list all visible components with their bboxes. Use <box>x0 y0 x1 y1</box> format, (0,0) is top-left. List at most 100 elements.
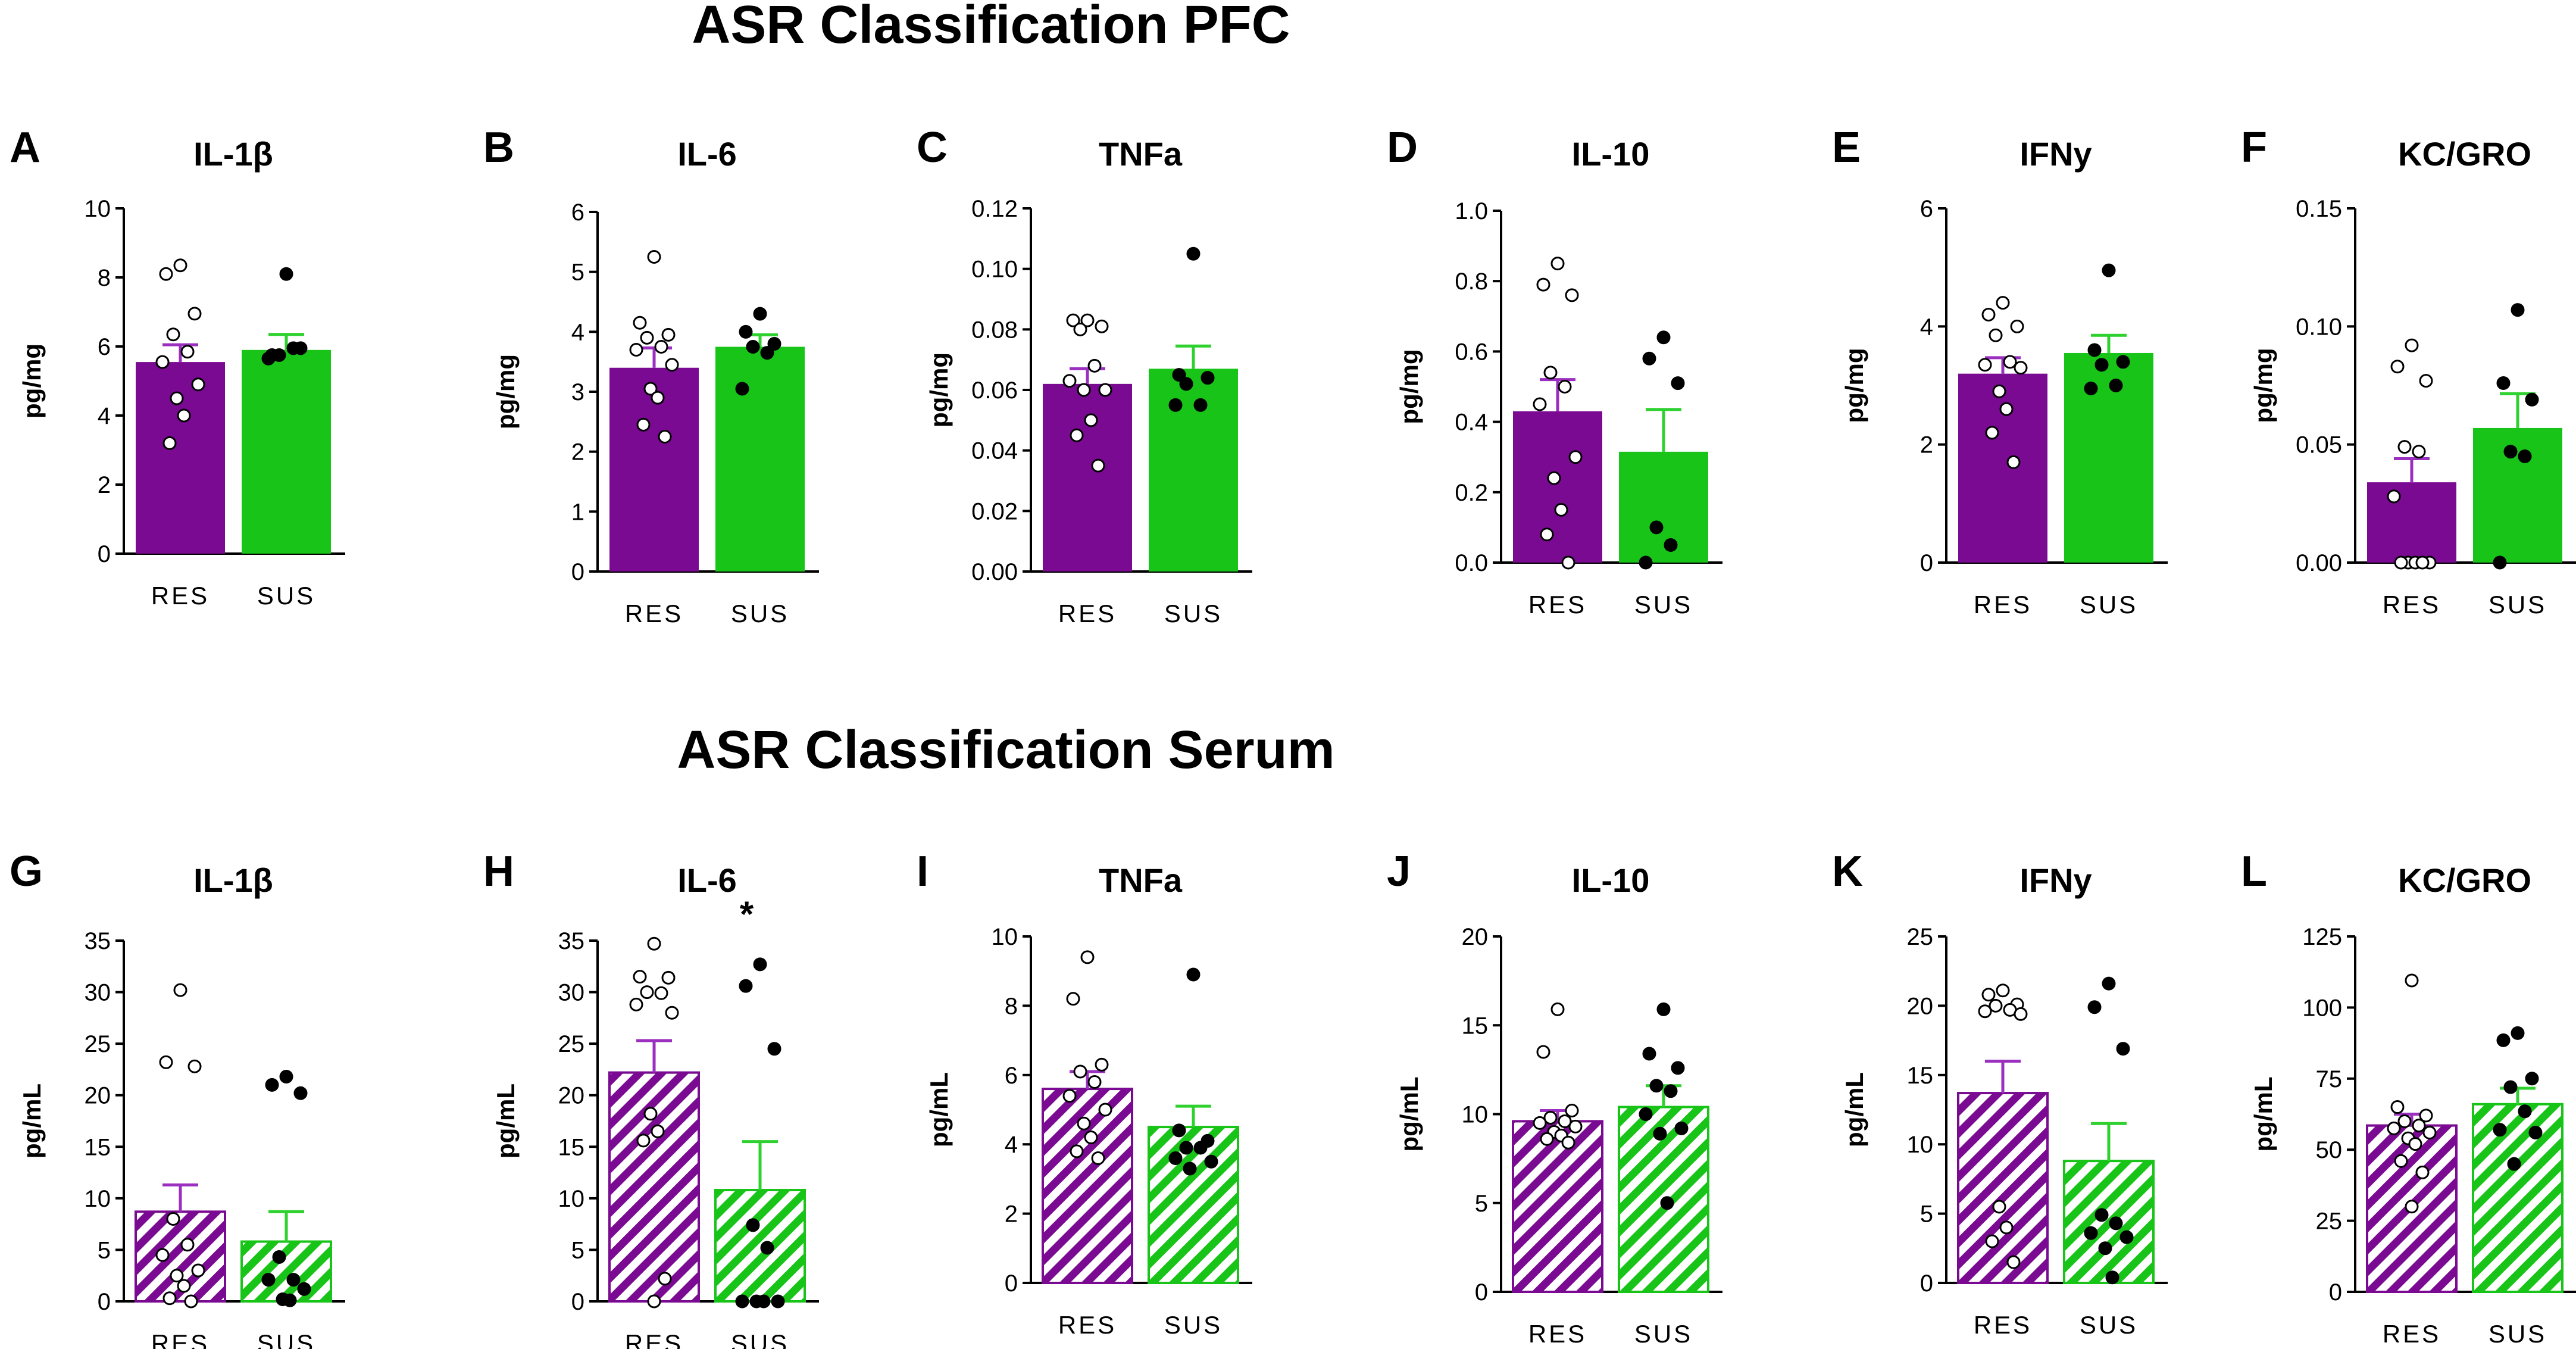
panel-c-point-sus <box>1186 246 1201 261</box>
panel-f-point-res <box>2387 489 2401 504</box>
panel-d-point-sus <box>1649 520 1664 535</box>
panel-d-ytick-label: 0.8 <box>1455 268 1488 295</box>
panel-d-bar-sus <box>1619 451 1708 563</box>
panel-k-point-sus <box>2098 1241 2112 1256</box>
panel-j-ytick-label: 15 <box>1462 1013 1489 1039</box>
panel-a-title: IL-1β <box>193 135 273 173</box>
panel-i-point-sus <box>1183 1161 1197 1176</box>
panel-h-point-res <box>629 997 643 1011</box>
panel-h-point-res <box>647 1294 661 1309</box>
panel-b-point-res <box>651 391 665 405</box>
panel-d-point-res <box>1533 397 1547 411</box>
panel-c-ylabel: pg/mg <box>925 352 953 427</box>
panel-l-ytick-label: 75 <box>2316 1066 2343 1092</box>
panel-j-point-sus <box>1642 1047 1656 1061</box>
panel-g-point-res <box>191 1263 205 1278</box>
panel-h-point-res <box>651 1124 665 1138</box>
panel-j-point-sus <box>1653 1126 1667 1141</box>
panel-e-point-sus <box>2084 381 2098 395</box>
panel-a-ytick-label: 2 <box>98 472 111 498</box>
panel-j-letter: J <box>1387 848 1411 895</box>
panel-g-point-sus <box>272 1250 286 1264</box>
panel-b-point-sus <box>735 382 749 396</box>
panel-d-point-res <box>1554 502 1568 517</box>
panel-d: D IL-10 pg/mg 0.0 0.2 0.4 0.6 0.8 1.0 RES SUS <box>1387 124 1722 619</box>
panel-f: F KC/GRO pg/mg 0.00 0.05 0.10 0.15 RES SUS <box>2241 124 2576 619</box>
panel-b-point-res <box>636 417 651 432</box>
panel-d-point-res <box>1543 366 1558 380</box>
panel-k-point-res <box>1989 998 2003 1013</box>
panel-h-point-res <box>640 985 654 1000</box>
panel-g-point-res <box>180 1238 195 1252</box>
panel-d-point-sus <box>1664 538 1678 552</box>
panel-h-title: IL-6 <box>677 861 737 899</box>
panel-d-bar-res <box>1513 411 1602 563</box>
panel-e-point-sus <box>2087 343 2102 357</box>
panel-h-ytick-label: 20 <box>558 1083 585 1109</box>
panel-b-point-res <box>658 430 672 444</box>
panel-k-ytick-label: 20 <box>1907 993 1934 1019</box>
panel-f-point-res <box>2397 440 2412 454</box>
panel-c-point-sus <box>1168 398 1183 412</box>
panel-h-point-sus <box>767 1042 781 1056</box>
panel-l-point-res <box>2412 1119 2426 1133</box>
panel-j-point-sus <box>1664 1084 1678 1098</box>
panel-d-ytick-label: 0.0 <box>1455 550 1488 576</box>
panel-j-point-sus <box>1660 1196 1674 1210</box>
panel-b-ytick-label: 1 <box>571 499 584 525</box>
panel-h-point-sus <box>771 1294 785 1309</box>
panel-e-xlabel-res: RES <box>1974 591 2032 619</box>
panel-b-ytick-label: 2 <box>571 439 584 466</box>
panel-h-point-sus <box>746 1218 760 1232</box>
panel-i-ytick-label: 4 <box>1005 1132 1018 1158</box>
panel-g-point-sus <box>293 1086 308 1100</box>
panel-l-point-res <box>2405 973 2419 988</box>
panel-b-point-res <box>629 343 643 357</box>
panel-b-ytick-label: 6 <box>571 199 584 226</box>
panel-k-point-res <box>1981 988 1996 1002</box>
panel-g-ylabel: pg/mL <box>18 1083 46 1158</box>
panel-b-point-res <box>640 330 654 345</box>
panel-e-point-res <box>1978 358 1992 372</box>
panel-c-point-res <box>1062 374 1077 388</box>
panel-k-bar-sus <box>2063 1160 2155 1284</box>
panel-a-bar-sus <box>242 349 331 554</box>
panel-b-point-sus <box>767 336 781 351</box>
panel-i-point-res <box>1087 1075 1102 1089</box>
panel-d-point-res <box>1547 471 1561 485</box>
panel-h-ytick-label: 15 <box>558 1134 585 1160</box>
panel-f-point-sus <box>2493 555 2507 570</box>
panel-f-point-res <box>2390 360 2405 374</box>
panel-l-point-res <box>2390 1100 2405 1114</box>
panel-c-point-res <box>1087 358 1102 373</box>
panel-h-xlabel-res: RES <box>625 1329 683 1349</box>
panel-j-point-res <box>1540 1132 1554 1146</box>
panel-d-letter: D <box>1387 124 1418 171</box>
panel-f-point-res <box>2394 555 2408 570</box>
panel-l-ytick-label: 50 <box>2316 1137 2343 1163</box>
panel-g-bar-res <box>135 1210 226 1303</box>
panel-f-point-sus <box>2503 445 2518 459</box>
panel-i-xlabel-sus: SUS <box>1164 1311 1223 1339</box>
panel-e-point-res <box>1996 296 2010 310</box>
panel-g-ytick-label: 20 <box>85 1083 111 1109</box>
panel-l: L KC/GRO pg/mL 0 25 50 75 100 125 RES SUS <box>2241 848 2576 1348</box>
panel-j-point-sus <box>1656 1002 1671 1016</box>
panel-k-point-sus <box>2119 1230 2134 1244</box>
panel-e-ylabel: pg/mg <box>1840 348 1868 423</box>
panel-f-ylabel: pg/mg <box>2249 348 2277 423</box>
panel-a-point-res <box>155 355 170 369</box>
panel-a-point-sus <box>286 341 301 355</box>
panel-l-point-res <box>2394 1154 2408 1168</box>
panel-d-point-res <box>1561 555 1575 570</box>
panel-a: A IL-1β pg/mg 0 2 4 6 8 10 RES SUS <box>10 124 345 610</box>
panel-e-point-res <box>2014 361 2028 375</box>
panel-i-point-res <box>1073 1064 1087 1079</box>
panel-e-bar-res <box>1958 373 2047 563</box>
panel-d-point-sus <box>1642 351 1656 366</box>
panel-e-point-sus <box>2094 358 2109 372</box>
panel-b-letter: B <box>483 124 514 171</box>
panel-a-point-res <box>162 436 177 450</box>
panel-a-ytick-label: 0 <box>98 541 111 567</box>
panel-c-point-sus <box>1201 371 1215 385</box>
